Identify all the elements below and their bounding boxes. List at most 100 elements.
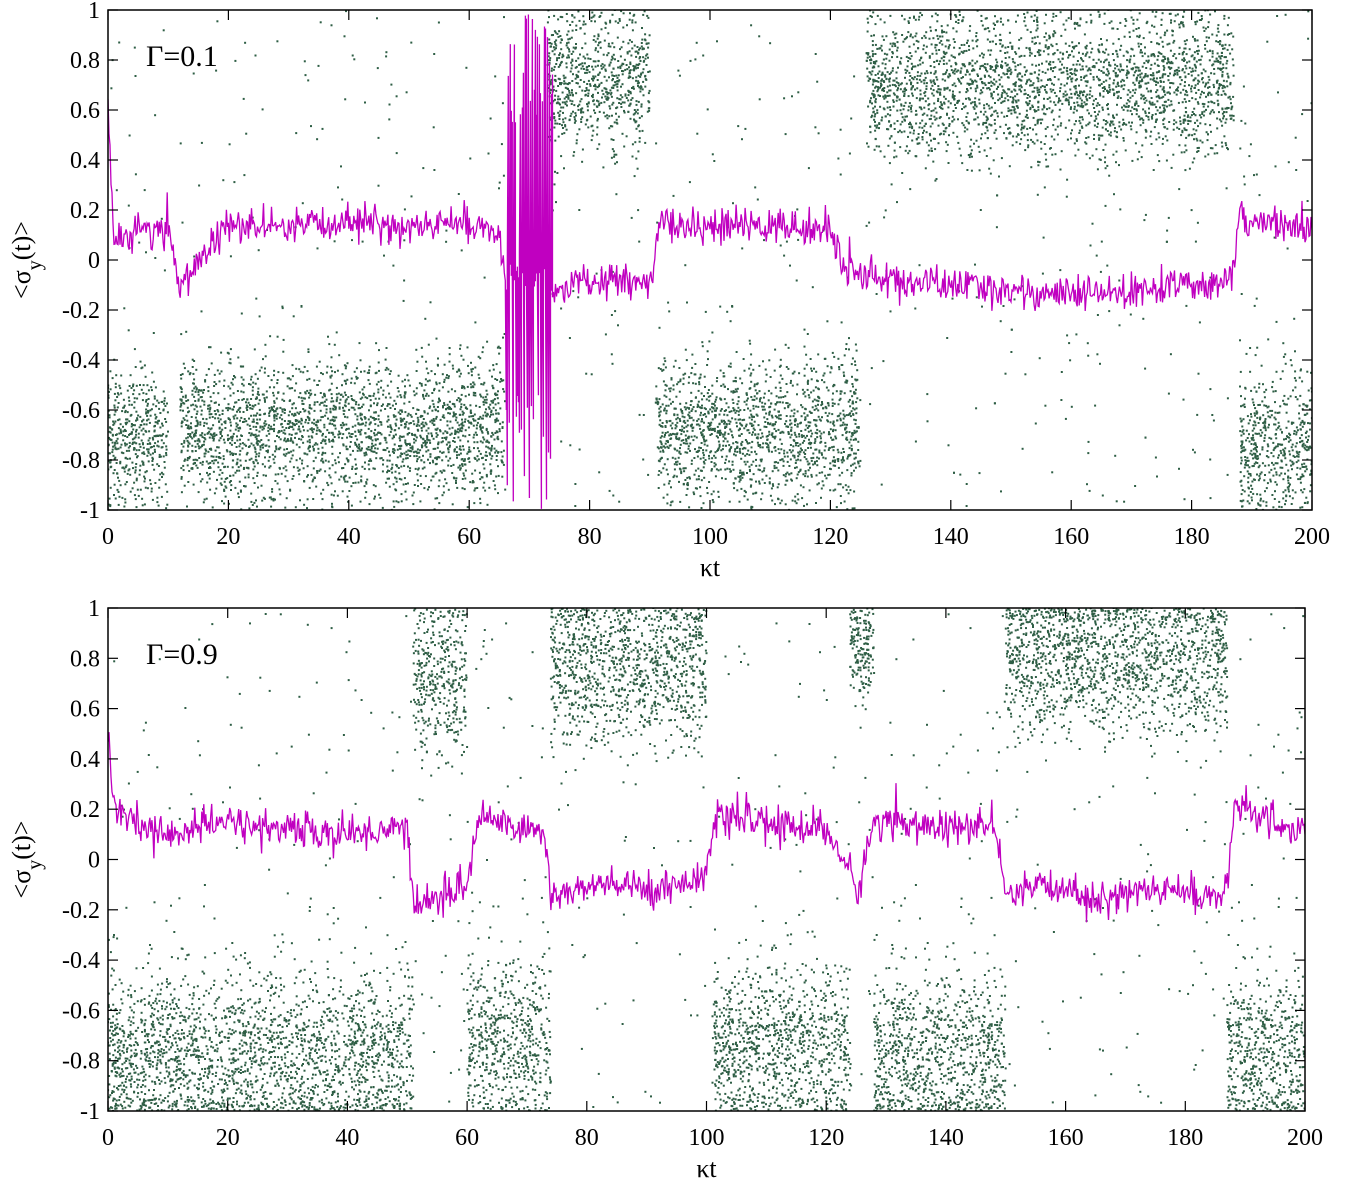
scatter-point (210, 433, 213, 436)
scatter-point (399, 417, 402, 420)
scatter-point (667, 301, 670, 304)
scatter-point (323, 392, 326, 395)
scatter-point (229, 394, 232, 397)
scatter-point (824, 457, 827, 460)
scatter-point (848, 413, 851, 415)
scatter-point (277, 473, 280, 476)
scatter-point (647, 16, 650, 19)
scatter-point (832, 428, 835, 431)
scatter-point (681, 425, 684, 428)
scatter-point (737, 410, 740, 413)
scatter-point (400, 420, 403, 423)
scatter-point (300, 438, 303, 441)
scatter-point (448, 400, 451, 403)
scatter-point (679, 380, 682, 383)
scatter-point (581, 62, 584, 65)
scatter-point (604, 68, 607, 71)
scatter-point (470, 370, 473, 373)
scatter-point (333, 419, 336, 422)
scatter-point (499, 422, 502, 425)
scatter-point (160, 495, 163, 498)
scatter-point (491, 375, 493, 378)
scatter-point (704, 310, 707, 313)
scatter-point (758, 35, 761, 38)
scatter-point (845, 426, 848, 429)
scatter-point (417, 419, 420, 422)
scatter-point (562, 118, 564, 121)
scatter-point (562, 74, 565, 77)
scatter-point (387, 403, 390, 406)
scatter-point (341, 490, 344, 493)
scatter-point (483, 438, 486, 441)
scatter-point (147, 450, 150, 453)
scatter-point (186, 406, 189, 409)
scatter-point (570, 36, 573, 39)
scatter-point (821, 401, 823, 403)
scatter-point (684, 479, 687, 481)
scatter-point (435, 432, 438, 435)
scatter-point (714, 409, 717, 412)
scatter-point (594, 40, 597, 43)
scatter-point (561, 16, 564, 19)
scatter-point (834, 429, 837, 432)
scatter-point (263, 497, 266, 500)
scatter-point (196, 421, 199, 424)
scatter-point (420, 483, 423, 485)
scatter-point (429, 462, 431, 465)
scatter-point (843, 423, 846, 426)
scatter-point (111, 448, 114, 451)
scatter-point (145, 408, 148, 411)
scatter-point (375, 383, 378, 386)
scatter-point (617, 324, 619, 327)
scatter-point (592, 15, 595, 18)
scatter-point (709, 427, 712, 430)
scatter-point (755, 458, 757, 461)
scatter-point (849, 489, 852, 492)
scatter-point (442, 451, 445, 454)
scatter-point (193, 360, 196, 362)
scatter-point (427, 372, 430, 375)
scatter-point (228, 437, 231, 440)
scatter-point (250, 432, 253, 435)
scatter-point (203, 421, 206, 424)
scatter-point (728, 444, 731, 447)
scatter-point (319, 392, 322, 394)
scatter-point (201, 463, 204, 466)
scatter-point (832, 489, 835, 492)
scatter-point (723, 422, 726, 425)
scatter-point (810, 367, 813, 370)
scatter-point (768, 477, 771, 480)
scatter-point (476, 447, 479, 450)
scatter-point (485, 429, 488, 431)
scatter-point (439, 470, 442, 473)
scatter-point (291, 426, 294, 428)
scatter-point (117, 402, 120, 404)
scatter-point (657, 473, 660, 476)
scatter-point (128, 433, 130, 436)
scatter-point (308, 406, 311, 409)
scatter-point (611, 103, 614, 106)
scatter-point (236, 469, 238, 472)
scatter-point (704, 440, 706, 443)
scatter-point (403, 239, 406, 242)
scatter-point (386, 477, 389, 480)
scatter-point (478, 471, 481, 474)
scatter-point (322, 438, 325, 441)
scatter-point (182, 395, 185, 398)
scatter-point (847, 492, 850, 495)
scatter-point (829, 371, 832, 374)
scatter-point (444, 478, 447, 481)
scatter-point (166, 490, 169, 493)
scatter-point (468, 446, 471, 449)
scatter-point (566, 93, 569, 96)
scatter-point (761, 435, 764, 438)
scatter-point (378, 493, 381, 496)
scatter-point (702, 436, 705, 439)
scatter-point (163, 466, 166, 469)
scatter-point (261, 108, 264, 111)
scatter-point (548, 52, 551, 55)
scatter-point (271, 453, 274, 456)
scatter-point (215, 487, 218, 490)
scatter-point (489, 470, 492, 473)
scatter-point (553, 48, 556, 51)
